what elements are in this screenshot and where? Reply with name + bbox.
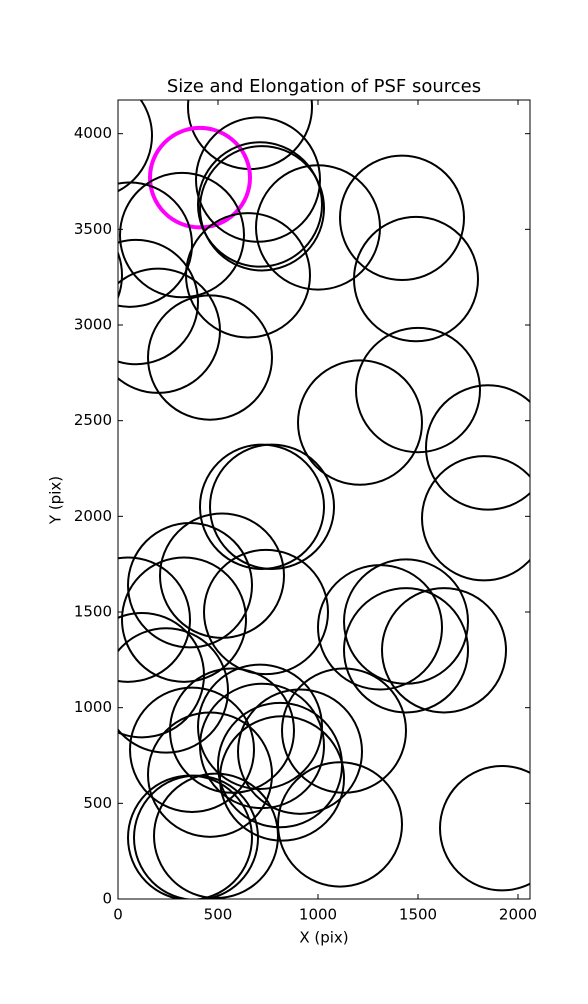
x-tick-label: 1000 [299,906,337,924]
psf-source [237,688,363,815]
psf-source [127,522,253,649]
psf-source [118,627,229,754]
psf-source [118,250,123,300]
psf-source [197,141,323,268]
psf-source [119,171,245,299]
psf-source [353,215,479,343]
plot-area [118,100,530,899]
psf-source [439,765,530,892]
y-tick-label: 4000 [74,124,112,142]
y-tick-label: 3500 [74,220,112,238]
x-tick-label: 500 [204,906,233,924]
psf-source [355,326,481,454]
x-tick-label: 2000 [499,906,537,924]
psf-source [118,181,193,308]
y-tick-label: 2000 [74,507,112,525]
psf-source [118,267,221,394]
psf-source [343,558,469,685]
y-tick-label: 1000 [74,698,112,716]
psf-source [381,587,507,714]
psf-source [425,384,530,511]
psf-source [277,761,403,888]
psf-source [219,715,345,842]
psf-source [129,686,255,813]
psf-source [281,667,407,794]
y-tick-label: 1500 [74,603,112,621]
psf-source [147,711,273,838]
psf-source [133,774,259,899]
psf-source [121,556,247,683]
axes-frame [117,99,531,900]
x-axis-label: X (pix) [299,929,348,947]
x-tick-label: 1500 [399,906,437,924]
y-tick-label: 0 [102,890,112,908]
psf-source [203,548,329,676]
psf-source [118,100,153,193]
psf-source [209,443,335,570]
psf-source [118,556,191,683]
psf-source [343,587,469,714]
psf-source [199,145,325,272]
y-tick-label: 3000 [74,316,112,334]
chart-title: Size and Elongation of PSF sources [167,76,481,97]
y-tick-label: 500 [83,794,112,812]
highlighted-source [148,125,252,230]
psf-source [421,455,530,582]
x-tick-label: 0 [113,906,123,924]
y-tick-label: 2500 [74,411,112,429]
psf-source [339,154,465,282]
y-axis-label: Y (pix) [47,476,65,525]
psf-source [118,238,199,366]
psf-source [297,359,423,486]
